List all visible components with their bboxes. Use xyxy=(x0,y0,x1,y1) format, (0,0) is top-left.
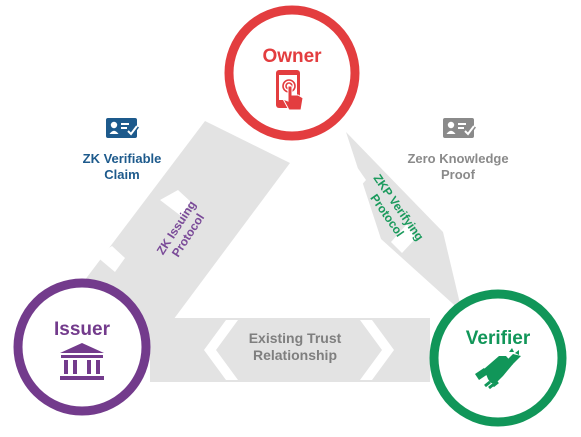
zk-claim-line1: ZK Verifiable xyxy=(83,151,162,166)
issuing-chevron-1 xyxy=(96,246,125,272)
id-card-check-icon xyxy=(443,118,476,138)
trust-line1: Existing Trust xyxy=(249,330,342,346)
verifying-chevron-1 xyxy=(341,167,366,196)
handshake-icon xyxy=(475,348,521,390)
trust-relationship-label: Existing Trust Relationship xyxy=(249,330,342,363)
owner-label: Owner xyxy=(262,46,322,67)
trust-chevron-left xyxy=(204,320,238,380)
direction-chevrons xyxy=(96,167,416,380)
issuer-node: Issuer xyxy=(13,278,151,416)
verifier-label: Verifier xyxy=(466,328,531,349)
zk-proof-line1: Zero Knowledge xyxy=(407,151,508,166)
zk-proof-callout: Zero Knowledge Proof xyxy=(407,118,509,182)
zk-proof-line2: Proof xyxy=(441,167,476,182)
trust-line2: Relationship xyxy=(253,347,337,363)
issuer-label: Issuer xyxy=(54,319,111,340)
zk-claim-line2: Claim xyxy=(104,167,139,182)
issuing-chevron-2 xyxy=(160,190,191,216)
bank-icon xyxy=(60,343,104,380)
verifier-node: Verifier xyxy=(429,289,567,427)
id-card-check-icon xyxy=(106,118,139,138)
verifying-chevron-2 xyxy=(391,224,416,253)
owner-node: Owner xyxy=(224,5,360,141)
zk-claim-callout: ZK Verifiable Claim xyxy=(83,118,162,182)
trust-chevron-right xyxy=(360,320,394,380)
verifying-band xyxy=(346,132,462,312)
phone-touch-icon xyxy=(276,70,304,111)
